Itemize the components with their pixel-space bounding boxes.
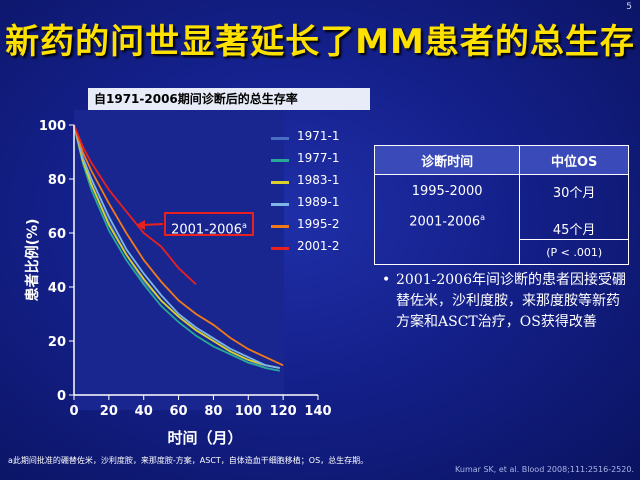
table-row: (P < .001) — [375, 239, 629, 265]
series-line-1977-1 — [73, 124, 280, 372]
legend-swatch — [271, 203, 289, 206]
note-block: • 2001-2006年间诊断的患者因接受硼替佐米，沙利度胺，来那度胺等新药方案… — [382, 270, 632, 333]
legend-swatch — [271, 247, 289, 250]
x-tick-label: 80 — [204, 404, 222, 419]
header-median-os: 中位OS — [519, 145, 629, 175]
legend-label: 1983-1 — [297, 173, 340, 187]
legend-item-1989-1: 1989-1 — [271, 194, 381, 216]
series-line-1995-2 — [73, 124, 284, 367]
callout-arrow — [141, 223, 164, 226]
y-axis-label: 患者比例(%) — [25, 218, 41, 302]
legend-item-1977-1: 1977-1 — [271, 150, 381, 172]
cell-period-sup: a — [480, 213, 486, 222]
bullet-icon: • — [382, 272, 391, 288]
y-tick-label: 40 — [48, 281, 66, 296]
legend-label: 1995-2 — [297, 217, 340, 231]
cell-pvalue: (P < .001) — [519, 239, 629, 265]
legend-item-1983-1: 1983-1 — [271, 172, 381, 194]
legend-item-1995-2: 1995-2 — [271, 216, 381, 238]
x-tick-label: 60 — [170, 404, 188, 419]
legend-label: 1989-1 — [297, 195, 340, 209]
cell-median: 45个月 — [519, 207, 629, 240]
x-tick-label: 100 — [235, 404, 262, 419]
callout-text: 2001-2006 — [171, 222, 242, 238]
x-axis-label: 时间（月） — [167, 429, 243, 447]
legend-swatch — [271, 159, 289, 162]
table-header-row: 诊断时间 中位OS — [373, 145, 629, 175]
plot-area — [74, 110, 284, 410]
series-line-1989-1 — [73, 124, 280, 369]
legend-label: 1977-1 — [297, 151, 340, 165]
cell-period: 1995-2000 — [373, 174, 521, 207]
y-tick-label: 20 — [48, 335, 66, 350]
callout-label: 2001-2006a — [164, 212, 254, 238]
callout-arrowhead — [136, 220, 145, 230]
callout-sup: a — [241, 221, 247, 230]
series-line-2001-2 — [73, 124, 197, 285]
slide-title: 新药的问世显著延长了MM患者的总生存 — [5, 22, 635, 62]
cell-median: 30个月 — [519, 174, 629, 207]
cell-period-text: 2001-2006 — [409, 214, 481, 230]
x-tick-label: 120 — [270, 404, 297, 419]
footnote: a此期间批准的硼替佐米，沙利度胺，来那度胺-方案，ASCT，自体造血干细胞移植；… — [8, 456, 369, 465]
y-tick-label: 80 — [48, 173, 66, 188]
legend-swatch — [271, 137, 289, 140]
cell-period: 2001-2006a — [373, 207, 521, 265]
x-tick-label: 140 — [304, 404, 331, 419]
legend-swatch — [271, 181, 289, 184]
legend-label: 2001-2 — [297, 239, 340, 253]
legend-item-1971-1: 1971-1 — [271, 128, 381, 150]
legend-swatch — [271, 225, 289, 228]
chart-title: 自1971-2006期间诊断后的总生存率 — [88, 88, 370, 110]
y-tick-label: 100 — [39, 119, 66, 134]
legend: 1971-1 1977-1 1983-1 1989-1 1995-2 2001-2 — [271, 128, 381, 260]
median-os-table: 诊断时间 中位OS 1995-2000 30个月 2001-2006a 45个月… — [373, 145, 629, 265]
table-row: 2001-2006a 45个月 — [373, 207, 629, 265]
note-text: 2001-2006年间诊断的患者因接受硼替佐米，沙利度胺，来那度胺等新药方案和A… — [396, 272, 626, 330]
y-tick-label: 0 — [57, 389, 66, 404]
x-tick-label: 20 — [100, 404, 118, 419]
legend-item-2001-2: 2001-2 — [271, 238, 381, 260]
slide-number: 5 — [626, 2, 632, 12]
y-tick-label: 60 — [48, 227, 66, 242]
x-tick-label: 40 — [135, 404, 153, 419]
series-line-1983-1 — [73, 124, 280, 369]
legend-label: 1971-1 — [297, 129, 340, 143]
citation: Kumar SK, et al. Blood 2008;111:2516-252… — [455, 465, 634, 474]
header-diagnosis-period: 诊断时间 — [373, 145, 521, 175]
x-tick-label: 0 — [69, 404, 78, 419]
table-row: 1995-2000 30个月 — [373, 174, 629, 207]
